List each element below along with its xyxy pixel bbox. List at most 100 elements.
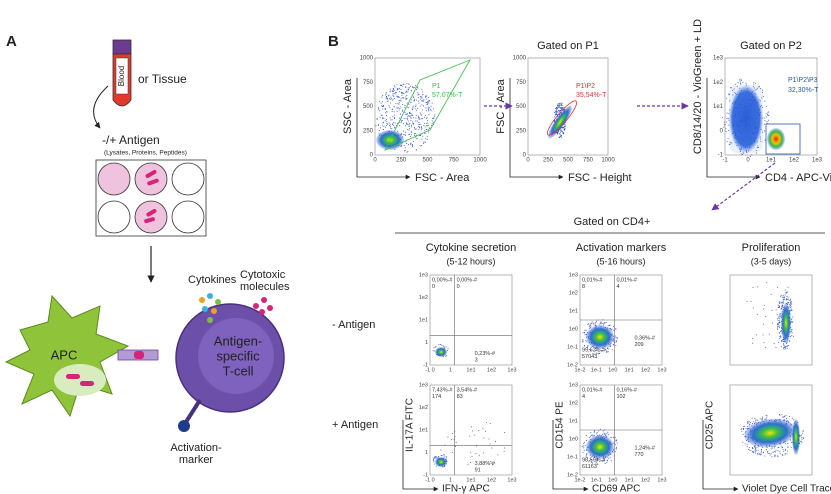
event-dot [736, 94, 738, 96]
event-dot [743, 111, 745, 113]
event-dot [562, 127, 564, 129]
event-dot [385, 126, 387, 128]
gate-shape [546, 100, 578, 136]
event-dot [386, 120, 388, 122]
event-dot [422, 117, 424, 119]
event-dot [765, 346, 767, 348]
event-dot [773, 450, 775, 452]
event-dot [385, 92, 387, 94]
event-dot [772, 322, 774, 324]
event-dot [790, 319, 792, 321]
event-dot [470, 452, 472, 454]
event-dot [435, 465, 437, 467]
event-dot [398, 101, 400, 103]
event-dot [741, 79, 743, 81]
event-dot [780, 336, 782, 338]
quadrant-stat: 1,24%-# [634, 445, 655, 451]
event-dot [738, 93, 740, 95]
event-dot [433, 463, 435, 465]
event-dot [410, 117, 412, 119]
event-dot [406, 117, 408, 119]
event-dot [748, 447, 750, 449]
event-dot [395, 124, 397, 126]
event-dot [737, 129, 739, 131]
event-dot [410, 130, 412, 132]
event-dot [405, 118, 407, 120]
event-dot [410, 101, 412, 103]
event-dot [590, 435, 592, 437]
event-dot [781, 346, 783, 348]
event-dot [741, 120, 743, 122]
event-dot [782, 446, 784, 448]
event-dot [784, 289, 786, 291]
event-dot [425, 137, 427, 139]
antigen-note: (Lysates, Proteins, Peptides) [104, 150, 187, 157]
x-tick-label: 0 [526, 158, 530, 164]
event-dot [602, 319, 604, 321]
event-dot [611, 349, 613, 351]
event-dot [425, 110, 427, 112]
event-dot [791, 441, 793, 443]
event-dot [586, 457, 588, 459]
event-dot [746, 88, 748, 90]
event-dot [787, 344, 789, 346]
event-dot [385, 118, 387, 120]
quadrant-stat: 102 [616, 394, 625, 400]
event-dot [394, 91, 396, 93]
event-dot [757, 453, 759, 455]
event-dot [416, 109, 418, 111]
event-dot [763, 308, 765, 310]
event-dot [423, 100, 425, 102]
event-dot [740, 118, 742, 120]
event-dot [595, 352, 597, 354]
event-dot [420, 114, 422, 116]
event-dot [408, 83, 410, 85]
event-dot [447, 436, 449, 438]
marker-text: Activation- [170, 442, 222, 454]
event-dot [730, 141, 732, 143]
event-dot [428, 127, 430, 129]
event-dot [739, 80, 741, 82]
event-dot [614, 328, 616, 330]
panel-label: A [6, 33, 17, 50]
event-dot [594, 324, 596, 326]
event-dot [376, 119, 378, 121]
x-tick-label: 250 [396, 158, 407, 164]
event-dot [557, 112, 559, 114]
event-dot [756, 87, 758, 89]
event-dot [394, 93, 396, 95]
tissue-text: or Tissue [138, 72, 187, 86]
event-dot [558, 105, 560, 107]
event-dot [600, 321, 602, 323]
event-dot [724, 124, 726, 126]
event-dot [786, 453, 788, 455]
event-dot [790, 309, 792, 311]
event-dot [787, 286, 789, 288]
event-dot [721, 117, 723, 119]
event-dot [759, 454, 761, 456]
event-dot [603, 324, 605, 326]
event-dot [404, 107, 406, 109]
event-dot [755, 447, 757, 449]
event-dot [801, 436, 803, 438]
event-dot [485, 422, 487, 424]
event-dot [389, 125, 391, 127]
event-dot [420, 118, 422, 120]
event-dot [785, 418, 787, 420]
event-dot [764, 418, 766, 420]
event-dot [413, 134, 415, 136]
event-dot [801, 438, 803, 440]
event-dot [800, 440, 802, 442]
event-dot [401, 110, 403, 112]
event-dot [771, 309, 773, 311]
event-dot [386, 122, 388, 124]
event-dot [382, 116, 384, 118]
event-dot [762, 117, 764, 119]
event-dot [382, 124, 384, 126]
event-dot [489, 422, 491, 424]
event-dot [391, 127, 393, 129]
event-dot [602, 433, 604, 435]
event-dot [595, 350, 597, 352]
event-dot [405, 114, 407, 116]
event-dot [745, 151, 747, 153]
